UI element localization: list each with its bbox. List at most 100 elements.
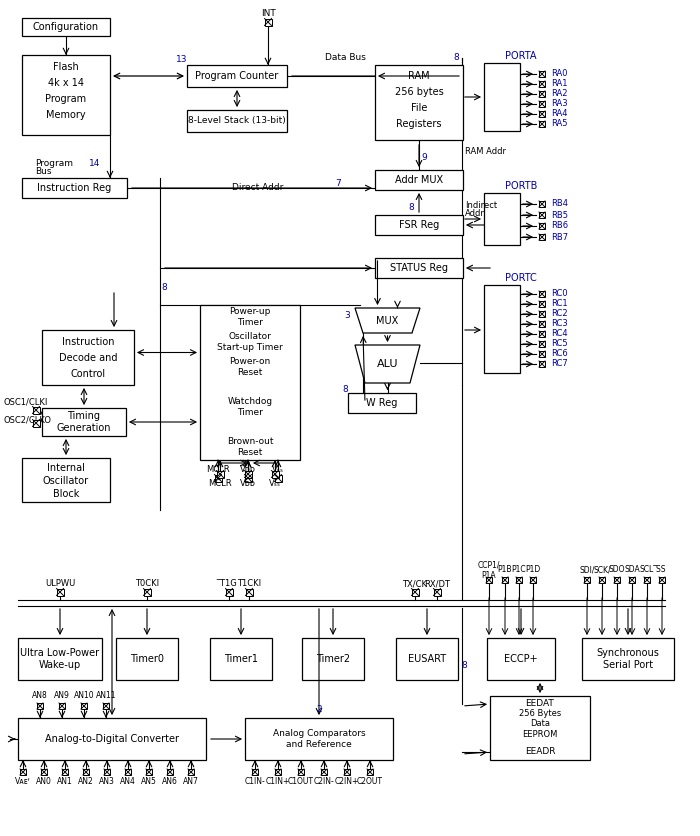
Text: Block: Block (52, 489, 79, 499)
Text: 3: 3 (344, 312, 350, 320)
Text: Program: Program (35, 159, 73, 167)
Bar (32, 420, 39, 426)
Bar (539, 234, 545, 240)
Text: RB6: RB6 (551, 222, 568, 231)
Text: 8: 8 (453, 54, 459, 63)
Bar (22, 458, 110, 502)
Text: AN7: AN7 (183, 777, 199, 787)
Text: PORTC: PORTC (505, 273, 537, 283)
Text: AN1: AN1 (57, 777, 73, 787)
Text: 4k x 14: 4k x 14 (48, 78, 84, 88)
Text: 7: 7 (335, 179, 341, 187)
Text: Brown-out
Reset: Brown-out Reset (227, 437, 273, 456)
Text: SDO: SDO (609, 565, 625, 574)
Text: Addr: Addr (465, 208, 485, 217)
Polygon shape (355, 308, 420, 333)
Text: 2: 2 (316, 706, 322, 715)
Bar (104, 769, 110, 775)
Bar (246, 589, 253, 595)
Text: File: File (411, 103, 427, 113)
Text: Direct Addr: Direct Addr (232, 183, 284, 192)
Bar (433, 589, 440, 595)
Bar (302, 638, 364, 680)
Text: AN9: AN9 (54, 691, 70, 701)
Bar (216, 471, 223, 477)
Text: RA5: RA5 (551, 120, 568, 129)
Text: Oscillator: Oscillator (43, 476, 89, 486)
Bar (103, 703, 109, 709)
Text: SCK/: SCK/ (593, 565, 611, 574)
Text: MCLR: MCLR (208, 480, 232, 488)
Text: P1C: P1C (512, 565, 526, 574)
Text: P1B: P1B (498, 565, 512, 574)
Bar (59, 703, 65, 709)
Bar (41, 769, 47, 775)
Bar (375, 170, 463, 190)
Text: 8: 8 (161, 283, 167, 293)
Text: T1CKI: T1CKI (237, 579, 261, 589)
Text: Power-up
Timer: Power-up Timer (230, 308, 271, 327)
Bar (375, 215, 463, 235)
Text: Memory: Memory (46, 110, 86, 120)
Bar (599, 577, 605, 583)
Text: ̅SS: ̅SS (657, 565, 666, 574)
Bar (487, 638, 555, 680)
Text: Program Counter: Program Counter (195, 71, 279, 81)
Text: 256 Bytes
Data
EEPROM: 256 Bytes Data EEPROM (519, 709, 561, 739)
Text: Vᴀᴇᶠ: Vᴀᴇᶠ (15, 777, 31, 787)
Text: RC6: RC6 (551, 349, 568, 359)
Text: Analog Comparators
and Reference: Analog Comparators and Reference (273, 729, 365, 749)
Text: MCLR: MCLR (206, 465, 230, 473)
Bar (516, 577, 522, 583)
Bar (252, 769, 258, 775)
Bar (344, 769, 350, 775)
Bar (644, 577, 650, 583)
Text: RC3: RC3 (551, 319, 568, 329)
Text: RA3: RA3 (551, 99, 568, 109)
Bar (539, 223, 545, 229)
Text: EUSART: EUSART (408, 654, 446, 664)
Text: SCL: SCL (640, 565, 654, 574)
Text: Internal: Internal (47, 463, 85, 473)
Text: Flash: Flash (53, 62, 79, 72)
Text: C1OUT: C1OUT (288, 777, 314, 787)
Text: PORTA: PORTA (505, 51, 536, 61)
Text: Addr MUX: Addr MUX (395, 175, 443, 185)
Bar (18, 718, 206, 760)
Text: C2IN-: C2IN- (314, 777, 335, 787)
Bar (584, 577, 590, 583)
Text: C2IN+: C2IN+ (335, 777, 359, 787)
Text: ̅T1G: ̅T1G (220, 579, 237, 589)
Text: AN8: AN8 (32, 691, 48, 701)
Text: RX/DT: RX/DT (424, 579, 450, 589)
Bar (539, 201, 545, 207)
Bar (22, 178, 127, 198)
Text: Ultra Low-Power
Wake-up: Ultra Low-Power Wake-up (20, 648, 99, 670)
Bar (22, 18, 110, 36)
Text: TX/CK: TX/CK (402, 579, 428, 589)
Text: STATUS Reg: STATUS Reg (390, 263, 448, 273)
Text: 8: 8 (461, 660, 467, 670)
Text: Vᴅᴅ: Vᴅᴅ (240, 480, 256, 488)
Text: INT: INT (260, 8, 275, 18)
Text: SDA: SDA (624, 565, 640, 574)
Bar (582, 638, 674, 680)
Text: RB7: RB7 (551, 232, 568, 242)
Bar (539, 311, 545, 317)
Text: Oscillator
Start-up Timer: Oscillator Start-up Timer (217, 332, 283, 352)
Bar (629, 577, 635, 583)
Bar (486, 577, 492, 583)
Bar (225, 589, 232, 595)
Text: W Reg: W Reg (366, 398, 398, 408)
Bar (484, 63, 520, 131)
Text: Power-on
Reset: Power-on Reset (230, 357, 271, 377)
Bar (539, 291, 545, 297)
Text: C1IN+: C1IN+ (266, 777, 290, 787)
Bar (42, 408, 126, 436)
Bar (298, 769, 304, 775)
Bar (244, 475, 251, 482)
Text: P1D: P1D (526, 565, 540, 574)
Bar (20, 769, 26, 775)
Bar (539, 91, 545, 97)
Bar (187, 110, 287, 132)
